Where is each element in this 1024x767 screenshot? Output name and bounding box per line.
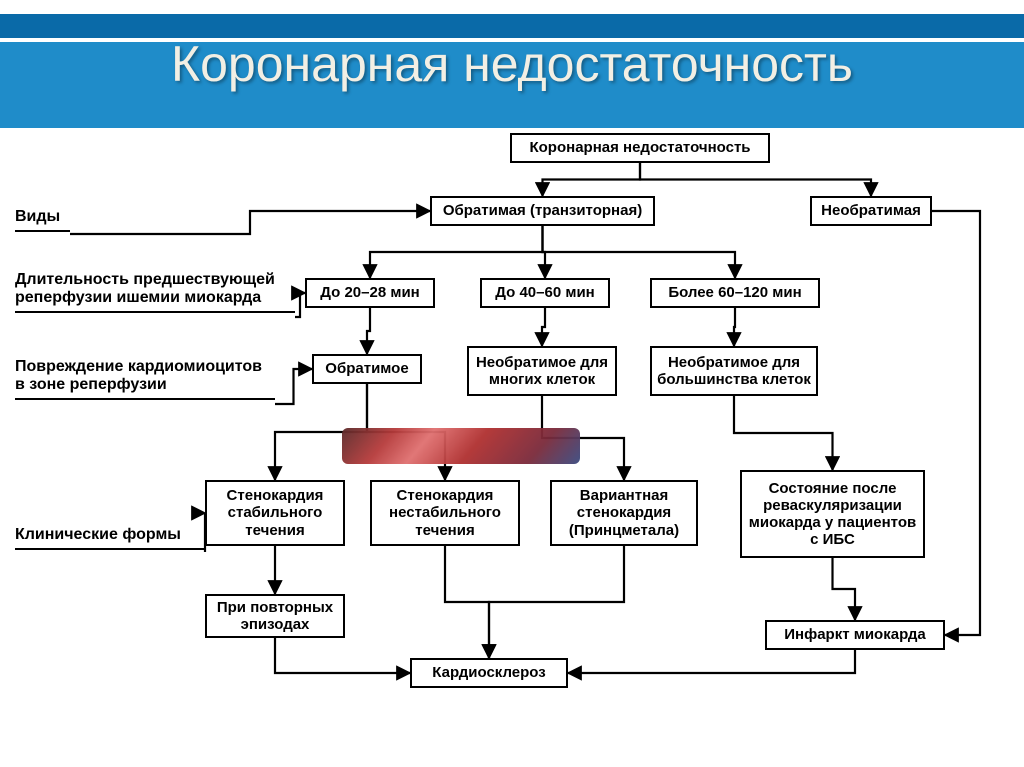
flow-node: При повторных эпизодах <box>205 594 345 638</box>
connector-arrow <box>489 546 624 658</box>
flow-node: Обратимое <box>312 354 422 384</box>
connector-arrow <box>543 226 546 278</box>
connector-arrow <box>568 650 855 673</box>
connector-arrow <box>734 308 735 346</box>
flow-node: Коронарная недостаточность <box>510 133 770 163</box>
slide-title: Коронарная недостаточность <box>0 35 1024 93</box>
row-label: Клинические формы <box>15 526 205 550</box>
connector-arrow <box>275 638 410 673</box>
flow-node: Стенокардия стабильного течения <box>205 480 345 546</box>
flow-node: Необратимое для многих клеток <box>467 346 617 396</box>
connector-arrow <box>932 211 980 635</box>
connector-arrow <box>367 308 370 354</box>
connector-arrow <box>640 163 871 196</box>
slide-header: Коронарная недостаточность <box>0 0 1024 128</box>
flow-node: До 40–60 мин <box>480 278 610 308</box>
flow-node: Более 60–120 мин <box>650 278 820 308</box>
flow-node: Необратимая <box>810 196 932 226</box>
connector-arrow <box>70 211 430 234</box>
flow-node: Вариантная стенокардия (Принцметала) <box>550 480 698 546</box>
connector-arrow <box>543 226 736 278</box>
connector-arrow <box>295 293 305 317</box>
flow-node: Необратимое для большинства клеток <box>650 346 818 396</box>
row-label: Виды <box>15 208 70 232</box>
row-label: Повреждение кардиомиоцитов в зоне реперф… <box>15 358 275 400</box>
connector-arrow <box>542 308 545 346</box>
heart-image-decor <box>342 428 580 464</box>
flow-node: Состояние после реваскуляризации миокард… <box>740 470 925 558</box>
connector-arrow <box>445 546 489 658</box>
connector-arrow <box>370 226 543 278</box>
flow-node: Обратимая (транзиторная) <box>430 196 655 226</box>
row-label: Длительность предшествующей реперфузии и… <box>15 271 295 313</box>
connector-arrow <box>275 369 312 404</box>
connector-arrow <box>543 163 641 196</box>
flow-node: Инфаркт миокарда <box>765 620 945 650</box>
flow-node: Стенокардия нестабильного течения <box>370 480 520 546</box>
flow-node: Кардиосклероз <box>410 658 568 688</box>
connector-arrow <box>734 396 833 470</box>
flowchart: Виды Длительность предшествующей реперфуз… <box>0 128 1024 767</box>
connector-arrow <box>833 558 856 620</box>
flow-node: До 20–28 мин <box>305 278 435 308</box>
